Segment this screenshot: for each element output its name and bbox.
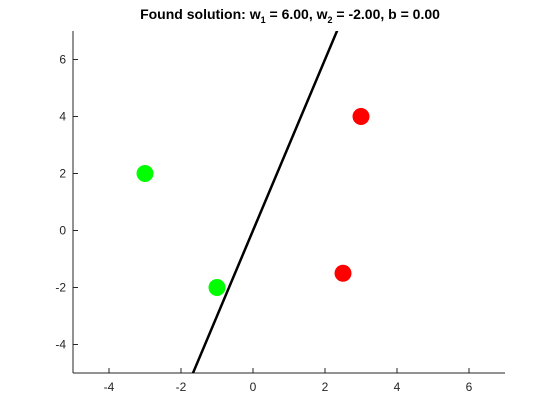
y-tick-label: 0 — [59, 224, 66, 238]
data-group — [191, 31, 339, 373]
chart-title: Found solution: w1 = 6.00, w2 = -2.00, b… — [140, 6, 440, 25]
x-tick-label: 2 — [322, 380, 329, 394]
y-tick-label: 6 — [59, 53, 66, 67]
x-tick-label: 6 — [466, 380, 473, 394]
decision-boundary-line — [191, 31, 339, 373]
data-point-series-2 — [334, 264, 352, 282]
data-point-series-1 — [208, 279, 226, 296]
y-tick-label: 2 — [59, 167, 66, 181]
plot-area: -4 -2 0 2 4 6 -4 -2 0 2 4 6 — [55, 31, 505, 394]
data-point-series-2 — [352, 108, 370, 125]
x-tick-label: -4 — [104, 380, 115, 394]
x-tick-label: -2 — [176, 380, 187, 394]
x-tick-label: 0 — [250, 380, 257, 394]
y-tick-label: 4 — [59, 110, 66, 124]
y-tick-label: -4 — [55, 338, 66, 352]
data-point-series-1 — [136, 165, 154, 182]
x-tick-label: 4 — [394, 380, 401, 394]
y-tick-label: -2 — [55, 281, 66, 295]
